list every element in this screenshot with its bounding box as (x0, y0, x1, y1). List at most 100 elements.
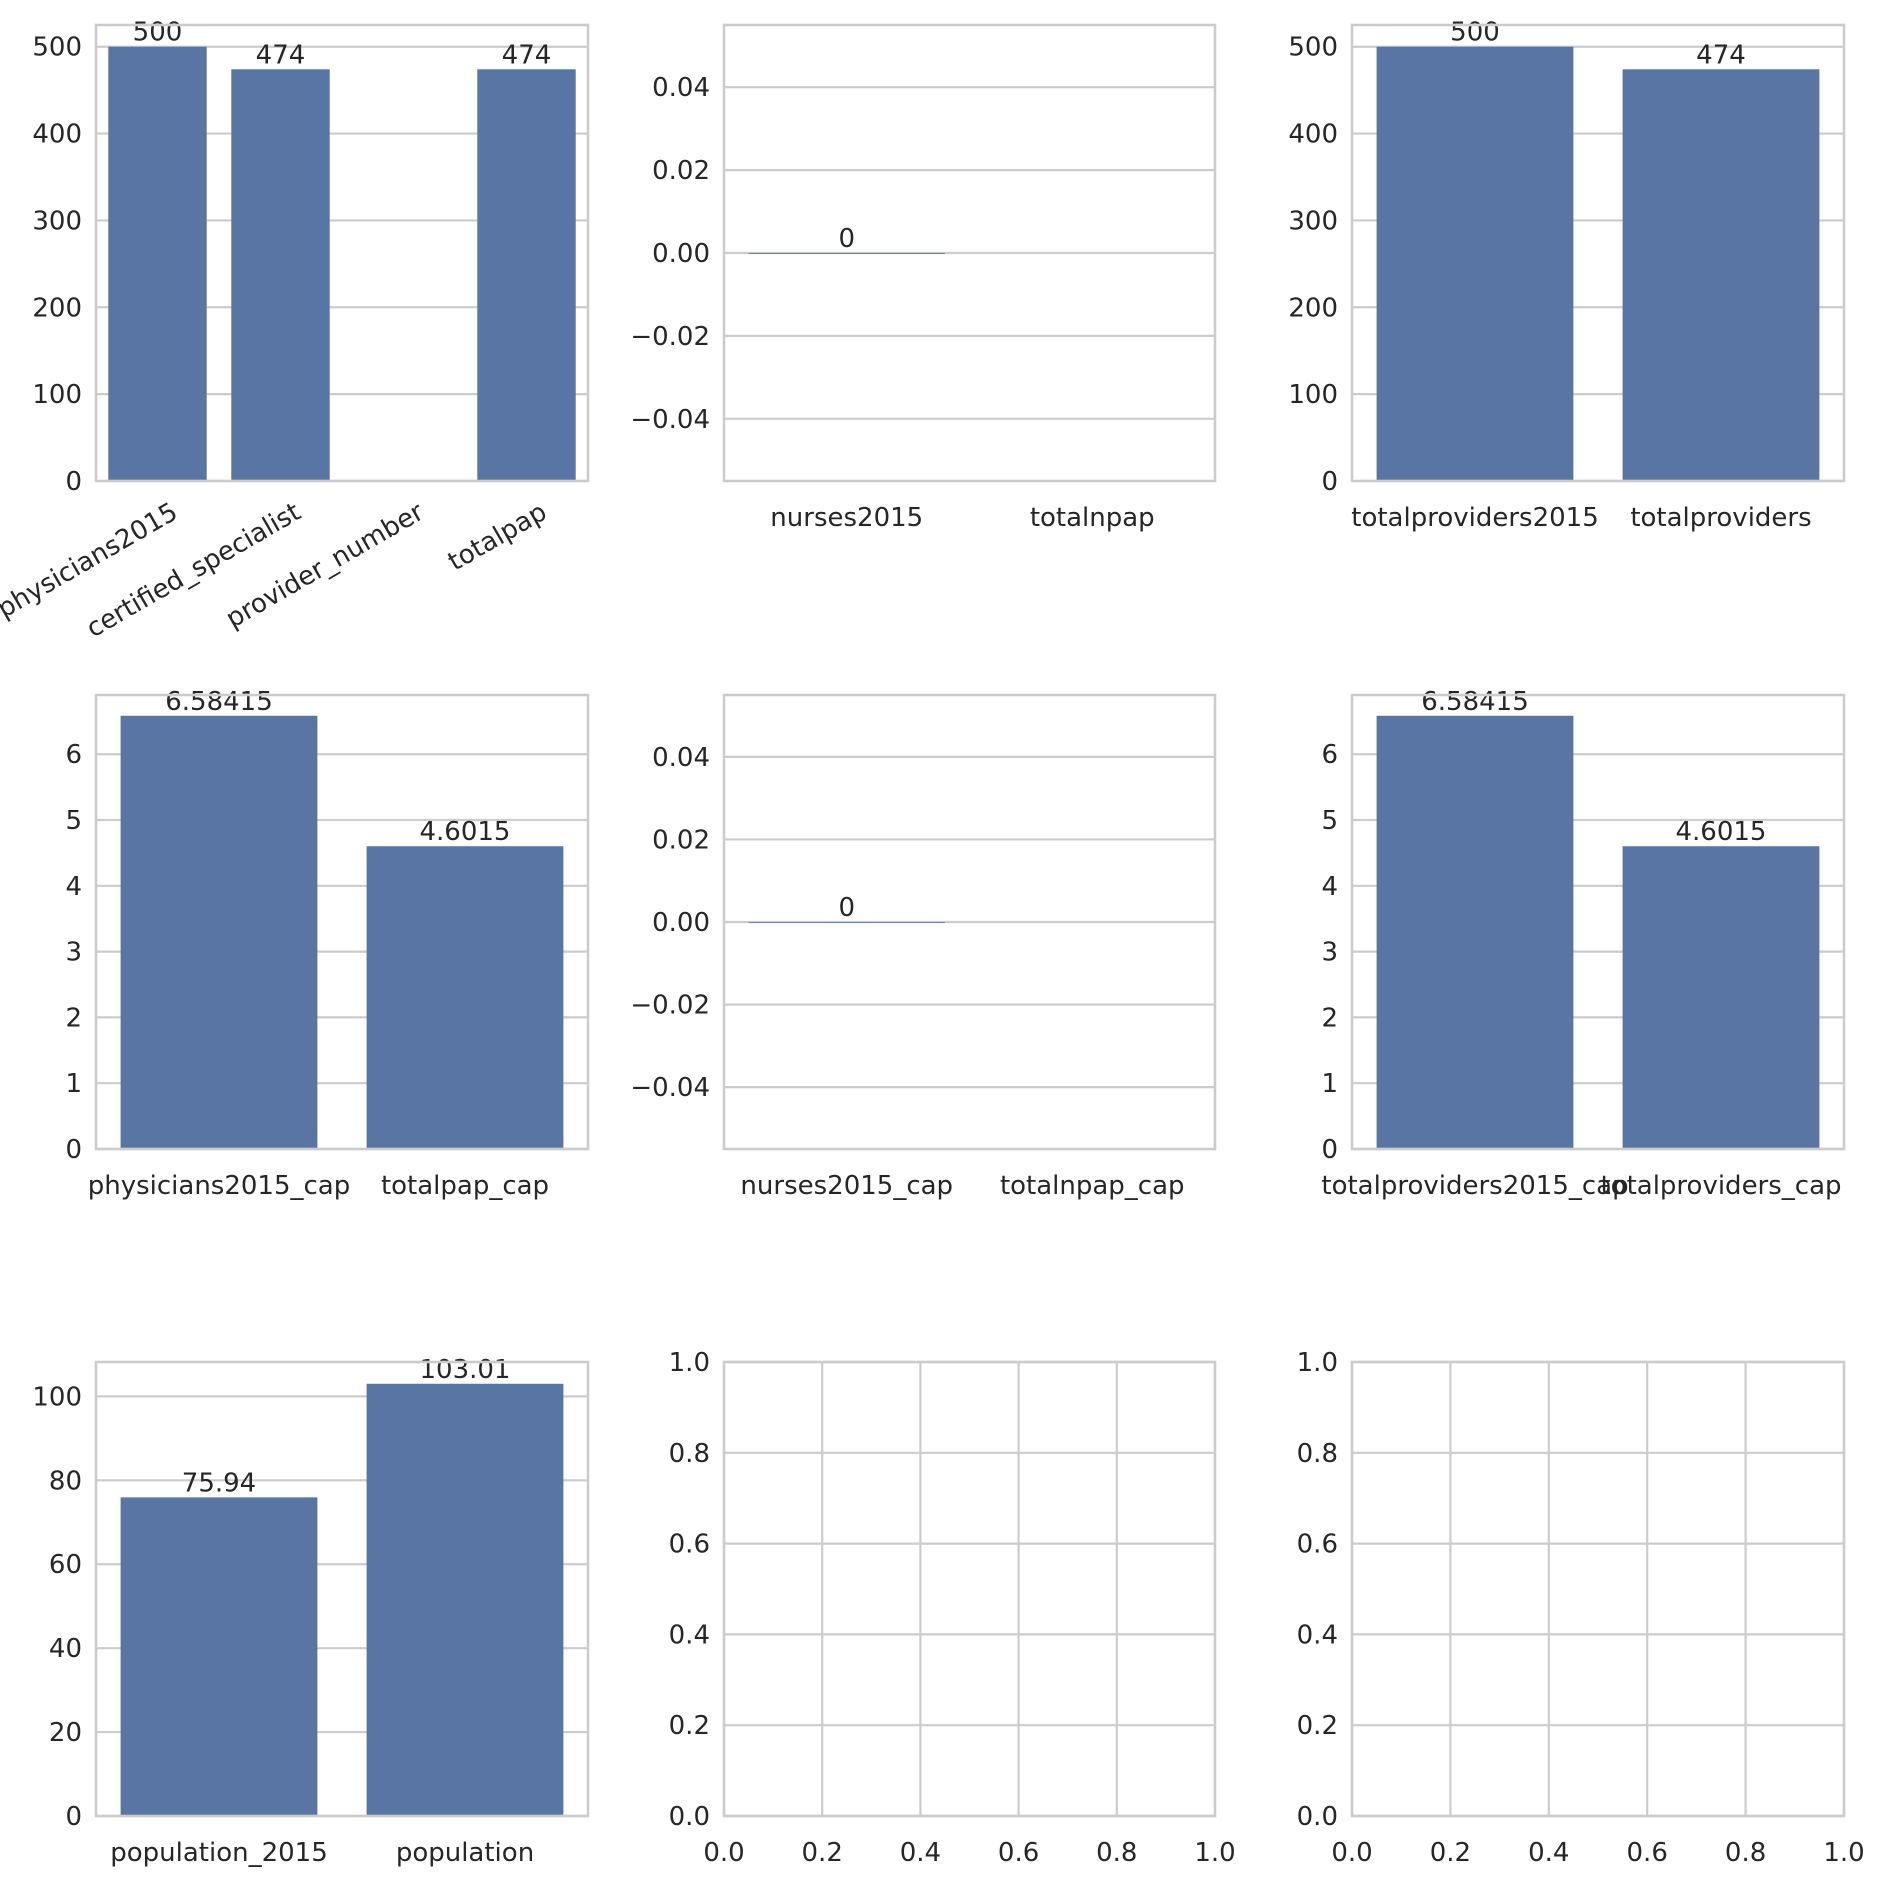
axes-frame (722, 23, 1217, 483)
y-tick-label: 0 (1321, 467, 1338, 497)
y-tick-label: 500 (32, 33, 82, 63)
x-tick-label: totalproviders2015_cap (1321, 1171, 1628, 1201)
axes-frame (1350, 693, 1846, 1151)
x-tick-label: physicians2015_cap (88, 1171, 351, 1201)
y-tick-label: −0.04 (630, 405, 710, 435)
y-tick-label: 400 (1288, 120, 1338, 150)
y-tick-label: 2 (1321, 1003, 1338, 1033)
y-tick-label: 3 (1321, 938, 1338, 968)
bar-value-label: 6.58415 (1421, 687, 1529, 717)
y-tick-label: 0.2 (669, 1711, 710, 1741)
y-tick-label: 0 (65, 1135, 82, 1165)
subplot-6: 0 1 2 3 4 5 6 6.58415 totalproviders2015_cap 4.60… (1321, 687, 1846, 1201)
y-tick-label: 300 (1288, 206, 1338, 236)
bar (477, 69, 576, 481)
subplot-9: 0.0 0.2 0.4 0.6 0.8 1.0 0.0 0.2 0.4 0.6 0.8 1.0 (1297, 1348, 1865, 1868)
x-tick-label: 0.0 (1331, 1838, 1372, 1868)
y-tick-label: 5 (65, 806, 82, 836)
y-tick-label: 0.04 (652, 73, 710, 103)
y-tick-label: 1 (65, 1069, 82, 1099)
subplot-4: 0 1 2 3 4 5 6 6.58415 physicians2015_cap 4.6015 to… (65, 687, 590, 1201)
y-tick-label: 40 (49, 1634, 82, 1664)
x-tick-label: 0.6 (998, 1838, 1039, 1868)
y-tick-label: 400 (32, 120, 82, 150)
y-tick-label: 0.00 (652, 908, 710, 938)
bar (108, 46, 207, 481)
x-tick-label: 0.4 (900, 1838, 941, 1868)
bar (748, 253, 945, 254)
bar-value-label: 6.58415 (165, 687, 273, 717)
y-tick-label: 0.4 (669, 1620, 710, 1650)
bar (1622, 69, 1820, 481)
y-tick-label: 100 (32, 380, 82, 410)
bar (120, 715, 318, 1149)
bar-value-label: 474 (502, 40, 552, 70)
bar-value-label: 474 (256, 40, 306, 70)
y-tick-label: 6 (65, 740, 82, 770)
y-tick-label: 1.0 (1297, 1348, 1338, 1378)
x-tick-label: totalproviders_cap (1600, 1171, 1841, 1201)
bar (1376, 715, 1574, 1149)
y-tick-label: −0.02 (630, 991, 710, 1021)
y-tick-label: 200 (1288, 293, 1338, 323)
x-tick-label: provider_number (221, 497, 429, 635)
subplot-5: −0.04 −0.02 0.00 0.02 0.04 0 nurses2015_cap tot… (630, 693, 1217, 1201)
x-tick-label: 0.0 (703, 1838, 744, 1868)
y-tick-label: 0.2 (1297, 1711, 1338, 1741)
y-tick-label: 5 (1321, 806, 1338, 836)
x-tick-label: nurses2015_cap (740, 1171, 953, 1201)
y-tick-label: 0.6 (1297, 1530, 1338, 1560)
x-tick-label: totalnpap_cap (1000, 1171, 1185, 1201)
bar-value-label: 4.6015 (420, 817, 511, 847)
x-tick-label: population (396, 1838, 534, 1868)
bar-value-label: 103.01 (420, 1355, 511, 1385)
y-tick-label: 0.04 (652, 743, 710, 773)
y-tick-label: 500 (1288, 33, 1338, 63)
subplot-3: 0 100 200 300 400 500 500 totalproviders2015 474… (1288, 18, 1846, 533)
bar-value-label: 0 (838, 893, 855, 923)
y-tick-label: 80 (49, 1466, 82, 1496)
x-tick-label: nurses2015 (770, 503, 923, 533)
y-tick-label: −0.02 (630, 322, 710, 352)
axes-frame (94, 693, 590, 1151)
x-tick-label: 0.2 (1430, 1838, 1471, 1868)
subplot-7: 0 20 40 60 80 100 75.94 population_2015 103.01 po… (32, 1355, 590, 1868)
y-tick-label: 0 (65, 1802, 82, 1832)
bar (366, 1383, 564, 1816)
axes-frame (722, 1360, 1217, 1818)
y-tick-label: 0.0 (1297, 1802, 1338, 1832)
x-tick-label: population_2015 (110, 1838, 328, 1868)
y-tick-label: 0.6 (669, 1530, 710, 1560)
y-tick-label: 3 (65, 938, 82, 968)
bar-value-label: 474 (1696, 40, 1746, 70)
bar (120, 1497, 318, 1816)
y-tick-label: 60 (49, 1550, 82, 1580)
subplot-8: 0.0 0.2 0.4 0.6 0.8 1.0 0.0 0.2 0.4 0.6 0.8 1.0 (669, 1348, 1236, 1868)
x-tick-label: 1.0 (1194, 1838, 1235, 1868)
y-tick-label: 100 (32, 1382, 82, 1412)
bar (748, 922, 945, 923)
bar-value-label: 500 (1450, 18, 1500, 48)
bar-value-label: 75.94 (182, 1468, 256, 1498)
bar (1622, 846, 1820, 1149)
subplot-2: −0.04 −0.02 0.00 0.02 0.04 0 nurses2015 totalnp… (630, 23, 1217, 533)
x-tick-label: 0.6 (1627, 1838, 1668, 1868)
bar (231, 69, 330, 481)
y-tick-label: −0.04 (630, 1073, 710, 1103)
axes-frame (1350, 23, 1846, 483)
x-tick-label: totalproviders2015 (1351, 503, 1599, 533)
x-tick-label: totalproviders (1630, 503, 1811, 533)
x-tick-label: totalpap_cap (381, 1171, 549, 1201)
bar (1376, 46, 1574, 481)
bar-value-label: 4.6015 (1676, 817, 1767, 847)
x-tick-label: 0.4 (1528, 1838, 1569, 1868)
y-tick-label: 0.02 (652, 156, 710, 186)
y-tick-label: 0.8 (1297, 1439, 1338, 1469)
x-tick-label: totalpap (443, 497, 552, 577)
y-tick-label: 0 (1321, 1135, 1338, 1165)
x-tick-label: 1.0 (1823, 1838, 1864, 1868)
x-tick-label: totalnpap (1030, 503, 1155, 533)
x-tick-label: certified_specialist (81, 497, 306, 644)
